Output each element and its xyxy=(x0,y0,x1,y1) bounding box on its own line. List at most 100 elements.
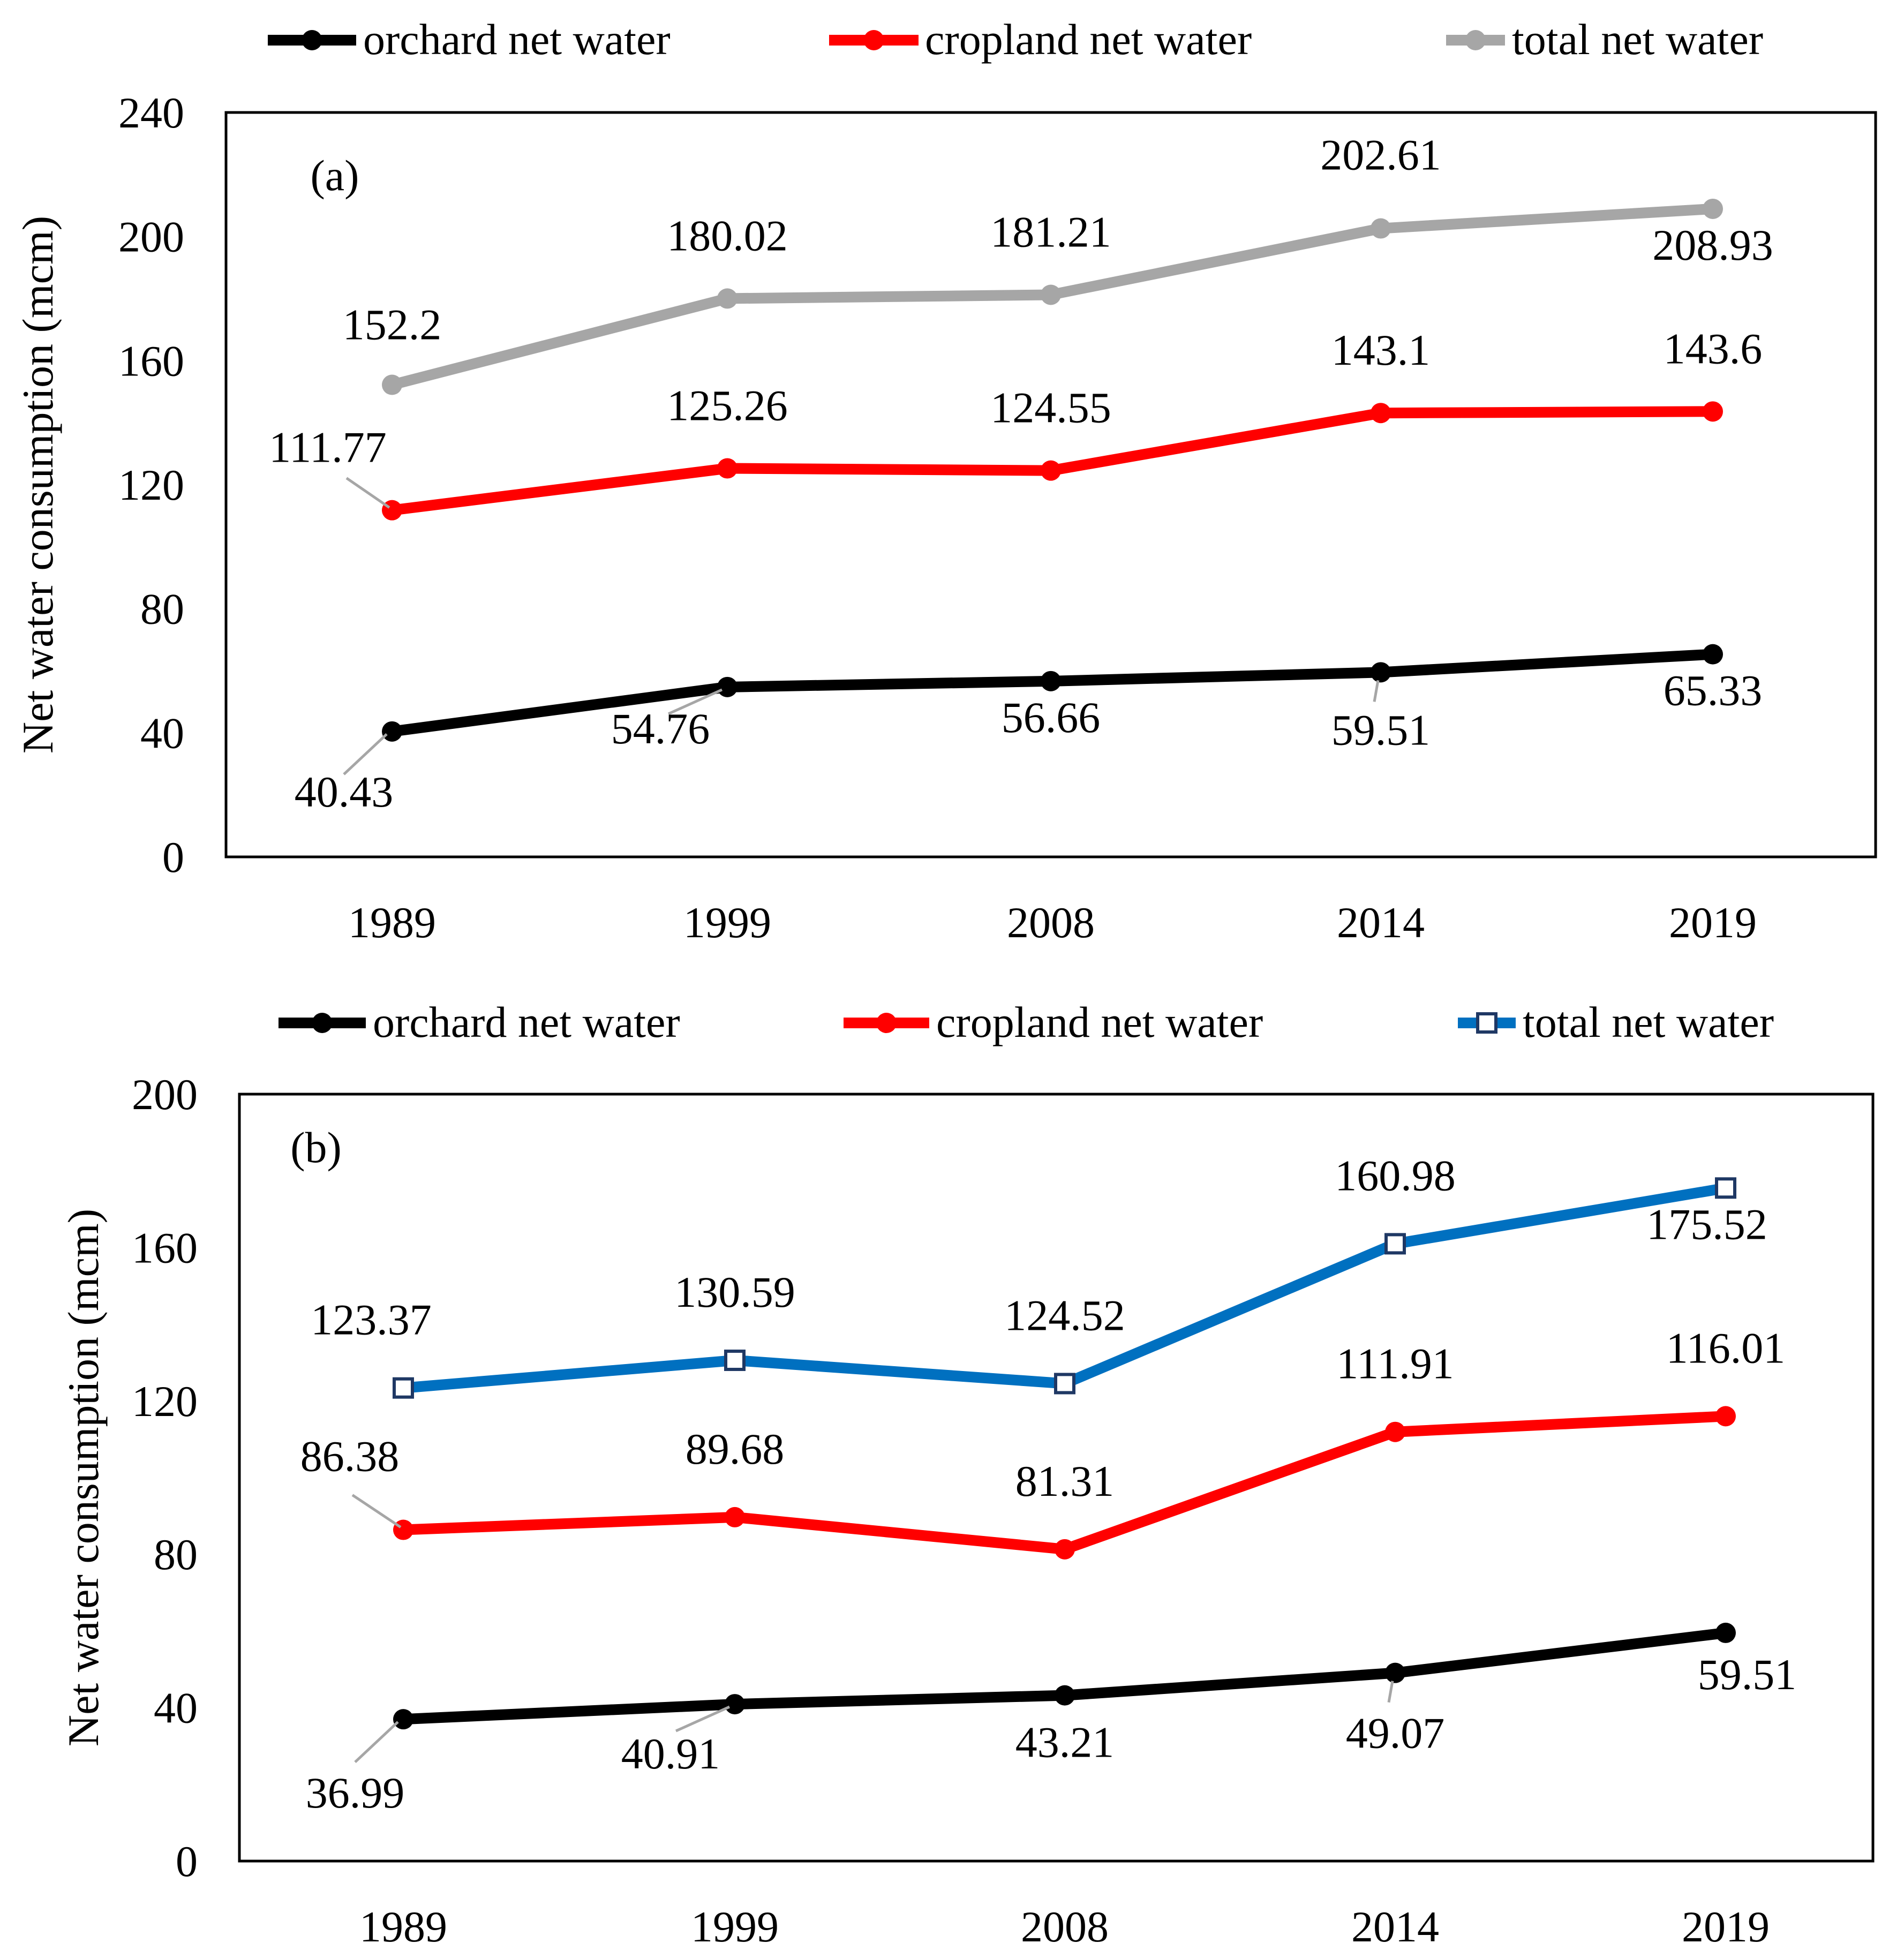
data-label: 116.01 xyxy=(1666,1323,1785,1372)
data-label-leader xyxy=(667,688,723,716)
data-point xyxy=(1385,1662,1405,1683)
data-label: 180.02 xyxy=(667,211,788,260)
data-point xyxy=(717,458,737,479)
data-point xyxy=(1703,198,1723,219)
y-tick-label: 40 xyxy=(154,1684,198,1733)
data-point xyxy=(1715,1406,1736,1427)
data-label: 65.33 xyxy=(1664,666,1763,715)
y-tick-label: 80 xyxy=(154,1530,198,1579)
data-label: 59.51 xyxy=(1698,1650,1797,1699)
data-label: 123.37 xyxy=(311,1296,432,1344)
data-point xyxy=(1703,644,1723,665)
series-orchard: 40.43 54.76 56.66 59.51 65.33 xyxy=(295,644,1763,816)
data-label: 143.1 xyxy=(1331,326,1431,374)
plot-frame xyxy=(224,111,1877,858)
legend-label: total net water xyxy=(1512,15,1763,64)
x-tick-label: 2014 xyxy=(1351,1902,1439,1943)
legend: orchard net water cropland net water total… xyxy=(279,998,1774,1046)
data-label-leader xyxy=(345,477,390,509)
data-label: 43.21 xyxy=(1015,1718,1115,1767)
legend-marker xyxy=(876,1013,897,1033)
legend-marker xyxy=(1465,30,1486,50)
plot-frame xyxy=(238,1093,1875,1863)
series-line xyxy=(398,1183,1731,1394)
data-label: 124.55 xyxy=(990,383,1111,432)
y-tick-label: 200 xyxy=(132,1070,198,1119)
x-tick-label: 2008 xyxy=(1007,898,1095,947)
data-point xyxy=(725,1507,745,1527)
data-point xyxy=(1703,401,1723,422)
y-tick-label: 0 xyxy=(162,833,184,882)
series-total_b: 123.37 130.59 124.52 160.98 175.52 xyxy=(311,1151,1767,1399)
data-point xyxy=(1715,1177,1736,1199)
x-tick-label: 1999 xyxy=(683,898,771,947)
y-tick-label: 240 xyxy=(118,88,184,137)
data-point xyxy=(1371,218,1391,239)
y-tick-label: 120 xyxy=(118,461,184,509)
data-label: 152.2 xyxy=(343,300,442,349)
data-label-leader xyxy=(1373,680,1380,702)
data-point xyxy=(1715,1622,1736,1643)
data-label: 81.31 xyxy=(1015,1457,1115,1505)
x-tick-label: 1999 xyxy=(691,1902,779,1943)
x-tick-label: 1989 xyxy=(348,898,436,947)
legend-label: total net water xyxy=(1523,998,1774,1046)
data-point xyxy=(382,721,402,742)
data-point xyxy=(1041,284,1061,305)
data-label: 160.98 xyxy=(1335,1151,1456,1200)
data-point xyxy=(1054,1373,1075,1395)
data-label: 54.76 xyxy=(611,704,710,753)
legend-label: cropland net water xyxy=(925,15,1252,64)
series-cropland: 111.77 125.26 124.55 143.1 143.6 xyxy=(269,324,1763,521)
x-tick-label: 2008 xyxy=(1021,1902,1109,1943)
data-label: 124.52 xyxy=(1004,1291,1125,1339)
y-tick-label: 120 xyxy=(132,1377,198,1426)
data-label: 40.43 xyxy=(295,767,394,816)
data-point xyxy=(717,288,737,309)
data-point xyxy=(1371,662,1391,683)
y-tick-label: 40 xyxy=(140,709,184,757)
legend-marker xyxy=(312,1013,333,1033)
y-tick-label: 200 xyxy=(118,213,184,261)
data-label: 181.21 xyxy=(990,207,1111,256)
data-label: 49.07 xyxy=(1346,1709,1445,1758)
data-label-leader xyxy=(354,1721,399,1763)
data-label: 130.59 xyxy=(674,1268,795,1316)
legend-marker xyxy=(1476,1012,1497,1034)
series-total_a: 152.2 180.02 181.21 202.61 208.93 xyxy=(343,131,1773,395)
data-label: 208.93 xyxy=(1652,221,1773,269)
chart-panel-a: 0 40 80 120 160 200 240 1989 1999 2008 2014 2019 Net… xyxy=(13,15,1877,947)
data-label: 111.77 xyxy=(269,423,386,472)
data-point xyxy=(724,1349,746,1371)
series-orchard: 36.99 40.91 43.21 49.07 59.51 xyxy=(306,1622,1797,1817)
data-label: 59.51 xyxy=(1331,705,1431,754)
y-axis-label: Net water consumption (mcm) xyxy=(13,216,62,754)
data-label: 202.61 xyxy=(1320,131,1441,179)
data-point xyxy=(1055,1539,1075,1560)
data-label: 111.91 xyxy=(1336,1339,1454,1388)
y-tick-label: 160 xyxy=(118,336,184,385)
legend-marker xyxy=(302,30,322,50)
data-point xyxy=(393,1709,413,1730)
y-axis-label: Net water consumption (mcm) xyxy=(59,1209,108,1746)
data-point xyxy=(1041,460,1061,481)
data-point xyxy=(717,676,737,697)
series-cropland: 86.38 89.68 81.31 111.91 116.01 xyxy=(300,1323,1785,1560)
legend-label: orchard net water xyxy=(373,998,680,1046)
series-line xyxy=(398,1627,1731,1725)
x-tick-label: 1989 xyxy=(359,1902,447,1943)
y-tick-label: 0 xyxy=(176,1837,198,1886)
x-tick-label: 2019 xyxy=(1682,1902,1770,1943)
x-tick-label: 2014 xyxy=(1337,898,1425,947)
panel-label: (a) xyxy=(310,151,359,200)
data-point xyxy=(725,1694,745,1715)
data-label: 175.52 xyxy=(1646,1200,1767,1248)
data-point xyxy=(1385,1421,1405,1442)
data-label: 125.26 xyxy=(667,381,788,430)
legend-marker xyxy=(863,30,884,50)
data-label-leader xyxy=(351,1494,402,1528)
data-point xyxy=(1041,671,1061,691)
x-tick-label: 2019 xyxy=(1669,898,1757,947)
data-label: 143.6 xyxy=(1664,324,1763,373)
